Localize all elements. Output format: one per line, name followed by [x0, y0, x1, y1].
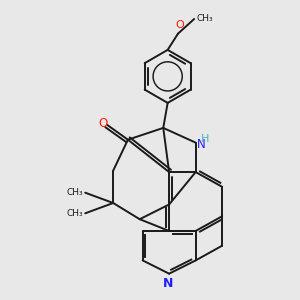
Text: CH₃: CH₃ — [66, 188, 83, 197]
Text: H: H — [201, 134, 209, 144]
Text: O: O — [98, 117, 107, 130]
Text: CH₃: CH₃ — [66, 209, 83, 218]
Text: N: N — [163, 277, 173, 290]
Text: O: O — [175, 20, 184, 30]
Text: N: N — [197, 138, 206, 151]
Text: CH₃: CH₃ — [196, 14, 213, 23]
